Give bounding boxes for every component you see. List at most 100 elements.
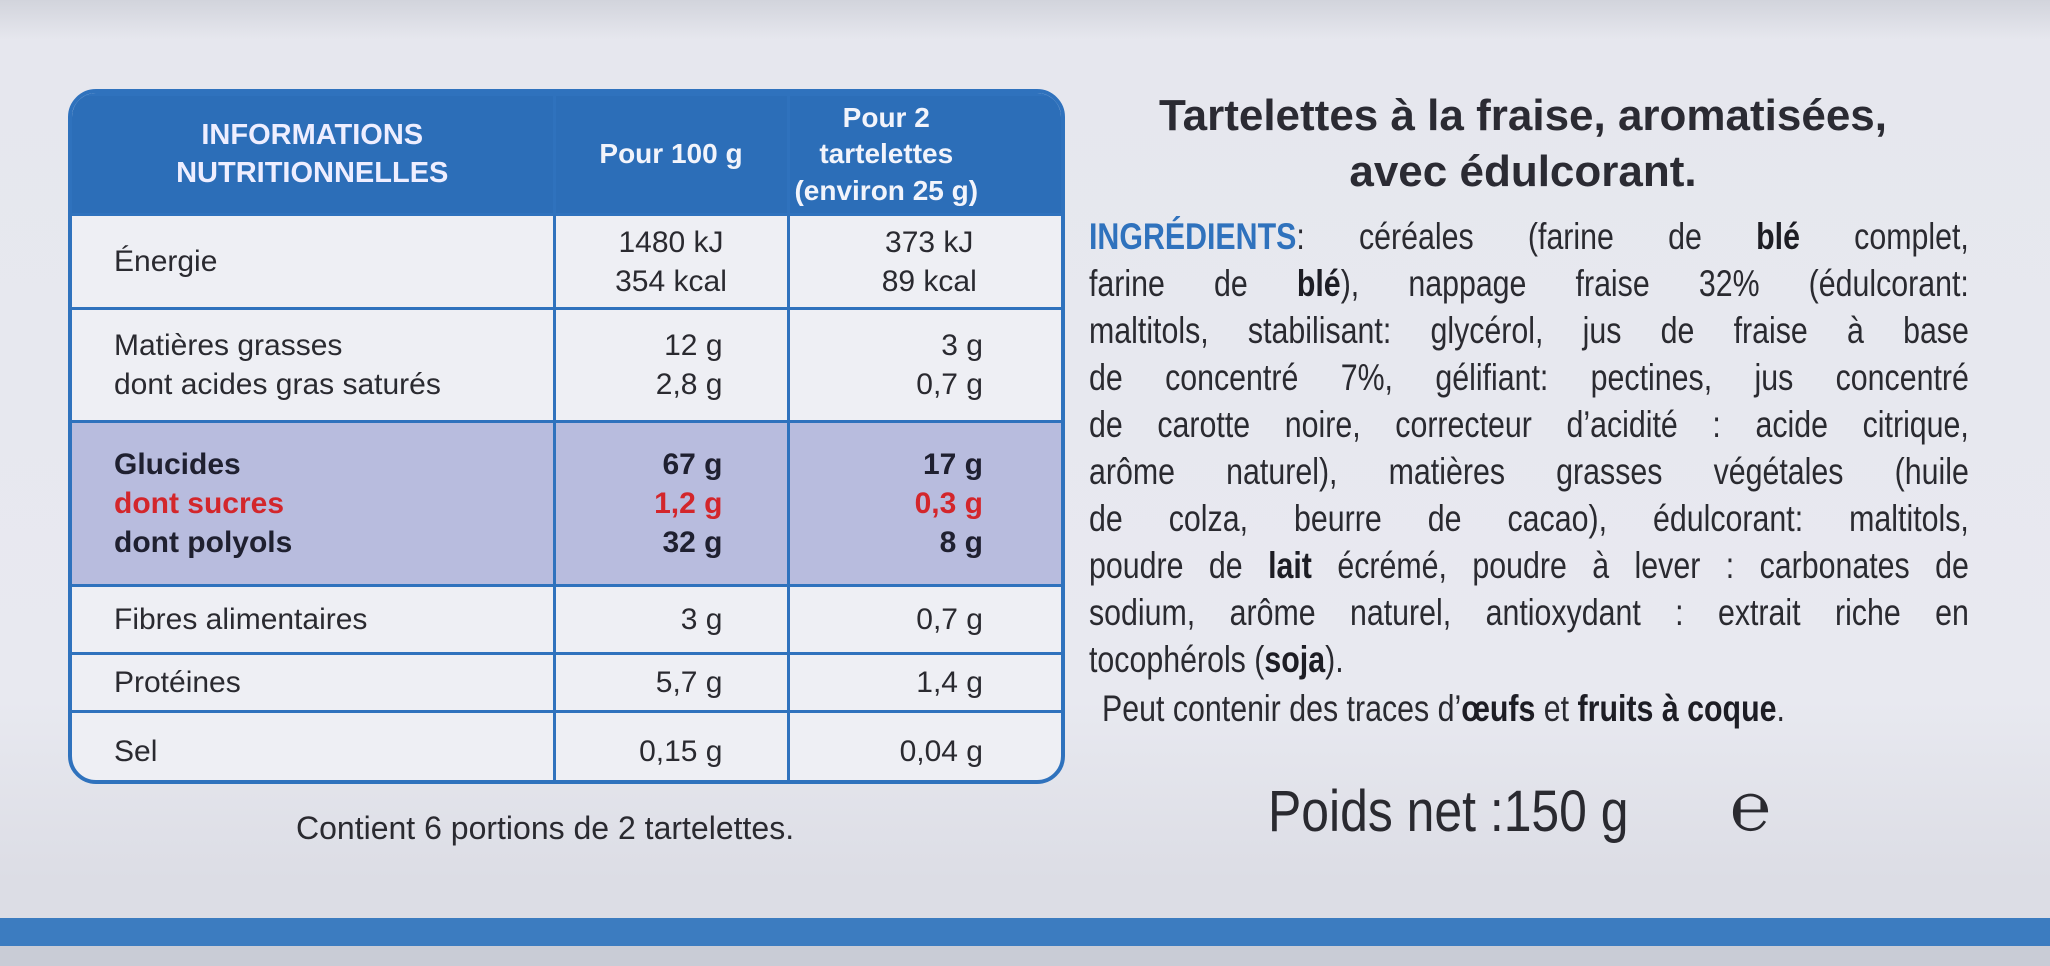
table-row: Énergie 1480 kJ 354 kcal 373 kJ 89 kcal (72, 213, 1061, 310)
table-cell: Glucides dont sucres dont polyols (72, 420, 556, 587)
table-cell: 12 g 2,8 g (552, 307, 790, 423)
ingredient-line: de colza, beurre de cacao), édulcorant: … (1089, 495, 1969, 542)
cell-line: 32 g (662, 526, 723, 559)
text-run: maltitols, stabilisant: glycérol, jus de… (1089, 310, 1969, 351)
table-cell: 373 kJ 89 kcal (786, 213, 1061, 310)
cell-line: 354 kcal (615, 264, 727, 298)
cell-line: 12 g (664, 329, 723, 362)
text-run: ). (1325, 639, 1344, 680)
table-cell: Protéines (72, 652, 556, 713)
ingredient-line: arôme naturel), matières grasses végétal… (1089, 448, 1969, 495)
allergen: blé (1296, 263, 1341, 304)
cell-line: 5,7 g (655, 666, 723, 699)
allergens: Peut contenir des traces d’œufs et fruit… (1102, 688, 1785, 730)
cell-line: 1480 kJ (618, 225, 724, 259)
table-cell: 1,4 g (786, 652, 1061, 713)
table-cell: 0,15 g (552, 710, 790, 780)
cell-line: 1,4 g (916, 666, 983, 699)
table-row: Glucides dont sucres dont polyols 67 g 1,2 g… (72, 420, 1061, 587)
text-run: Peut contenir des traces d’ (1102, 688, 1462, 729)
table-cell: Énergie (72, 213, 556, 310)
ingredient-line: de carotte noire, correcteur d’acidité :… (1089, 401, 1969, 448)
text-run: de carotte noire, correcteur d’acidité :… (1089, 404, 1969, 445)
table-row: INFORMATIONS NUTRITIONNELLES Pour 100 g Pou… (72, 93, 1061, 216)
package-edge (0, 946, 2050, 966)
ingredients-label: INGRÉDIENTS (1089, 216, 1297, 257)
ingredient-line: sodium, arôme naturel, antioxydant : ext… (1089, 589, 1969, 636)
text-run: de concentré 7%, gélifiant: pectines, ju… (1089, 357, 1969, 398)
table-cell: 0,04 g (786, 710, 1061, 780)
ingredient-line: de concentré 7%, gélifiant: pectines, ju… (1089, 354, 1969, 401)
table-cell: Fibres alimentaires (72, 584, 556, 655)
title-line: Tartelettes à la fraise, aromatisées, (1158, 91, 1888, 140)
text-run: : céréales (farine de (1296, 216, 1757, 257)
text-run: complet, (1799, 216, 1969, 257)
text-run: tocophérols ( (1089, 639, 1265, 680)
table-cell: 3 g 0,7 g (786, 307, 1061, 423)
cell-line: dont acides gras saturés (114, 368, 441, 401)
allergen: lait (1268, 545, 1312, 586)
portions-note: Contient 6 portions de 2 tartelettes. (296, 810, 795, 846)
cell-line: Pour 2 tartelettes (819, 101, 954, 170)
text-run: ), nappage fraise 32% (édulcorant: (1340, 263, 1969, 304)
text-run: arôme naturel), matières grasses végétal… (1089, 451, 1969, 492)
cell-line: 373 kJ (885, 225, 974, 259)
table-cell: Sel (72, 710, 556, 780)
table-cell: 67 g 1,2 g 32 g (552, 420, 790, 587)
cell-line: 1,2 g (654, 487, 723, 520)
cell-line: 3 g (680, 603, 723, 636)
table-row: Matières grasses dont acides gras saturés… (72, 307, 1061, 423)
table-cell: 1480 kJ 354 kcal (552, 213, 790, 310)
text-run: et (1535, 688, 1578, 729)
ingredient-line: tocophérols (soja). (1089, 636, 1969, 683)
net-weight: Poids net :150 g (1268, 779, 1629, 844)
text-run: de colza, beurre de cacao), édulcorant: … (1089, 498, 1969, 539)
cell-line: Énergie (114, 245, 218, 278)
cell-line: 0,04 g (899, 734, 983, 768)
estimated-sign: ℮ (1730, 769, 1771, 845)
table-cell: Pour 2 tartelettes (environ 25 g) (786, 93, 1061, 216)
cell-line: NUTRITIONNELLES (176, 156, 449, 189)
table-cell: Matières grasses dont acides gras saturés (72, 307, 556, 423)
table-cell: 0,7 g (786, 584, 1061, 655)
allergen: œufs (1461, 688, 1536, 729)
cell-line: 2,8 g (655, 368, 723, 401)
cell-line: INFORMATIONS (201, 118, 424, 151)
allergen: fruits à coque (1577, 688, 1777, 729)
table-cell: 5,7 g (552, 652, 790, 713)
table-row: Sel 0,15 g 0,04 g (72, 710, 1061, 780)
text-run: écrémé, poudre à lever : carbonates de (1311, 545, 1969, 586)
cell-line: 17 g (922, 448, 983, 481)
ingredient-line: farine de blé), nappage fraise 32% (édul… (1089, 260, 1969, 307)
cell-line: 0,15 g (639, 734, 723, 768)
table-cell: 3 g (552, 584, 790, 655)
table-cell: INFORMATIONS NUTRITIONNELLES (72, 93, 556, 216)
cell-line: Protéines (114, 666, 241, 699)
cell-line: dont sucres (114, 487, 285, 520)
table-cell: Pour 100 g (552, 93, 790, 216)
text-run: sodium, arôme naturel, antioxydant : ext… (1089, 592, 1969, 633)
allergen: soja (1264, 639, 1326, 680)
cell-line: 89 kcal (881, 264, 977, 298)
cell-line: Fibres alimentaires (114, 603, 368, 636)
cell-line: Matières grasses (114, 329, 343, 362)
text-run: farine de (1089, 263, 1297, 304)
cell-line: Sel (114, 734, 158, 768)
ingredient-line: maltitols, stabilisant: glycérol, jus de… (1089, 307, 1969, 354)
cell-line: 0,3 g (914, 487, 983, 520)
table-row: Fibres alimentaires 3 g 0,7 g (72, 584, 1061, 655)
cell-line: Glucides (114, 448, 241, 481)
table-row: Protéines 5,7 g 1,4 g (72, 652, 1061, 713)
table-cell: 17 g 0,3 g 8 g (786, 420, 1061, 587)
text-run: poudre de (1089, 545, 1269, 586)
cell-line: Pour 100 g (599, 138, 743, 170)
cell-line: dont polyols (114, 526, 293, 559)
text-run: . (1776, 688, 1785, 729)
title-line: avec édulcorant. (1349, 147, 1697, 196)
cell-line: 8 g (939, 526, 983, 559)
blue-stripe (0, 918, 2050, 946)
ingredient-line: poudre de lait écrémé, poudre à lever : … (1089, 542, 1969, 589)
cell-line: 0,7 g (916, 368, 983, 401)
product-title: Tartelettes à la fraise, aromatisées, ave… (1108, 88, 1938, 200)
